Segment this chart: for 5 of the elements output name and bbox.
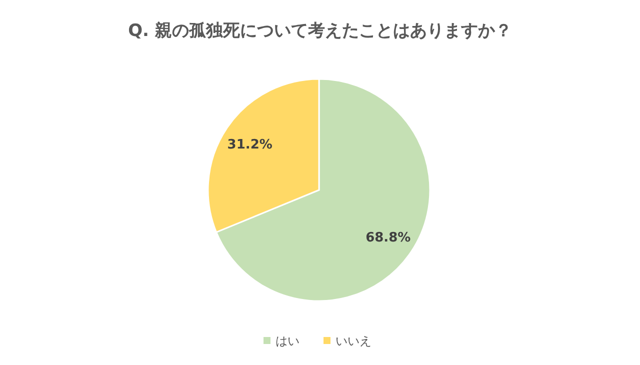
chart-title: Q. 親の孤独死について考えたことはありますか？ <box>128 21 512 41</box>
data-label: 31.2% <box>227 138 272 153</box>
legend-label: はい <box>276 334 300 348</box>
data-label: 68.8% <box>366 230 411 246</box>
legend-label: いいえ <box>336 334 372 348</box>
